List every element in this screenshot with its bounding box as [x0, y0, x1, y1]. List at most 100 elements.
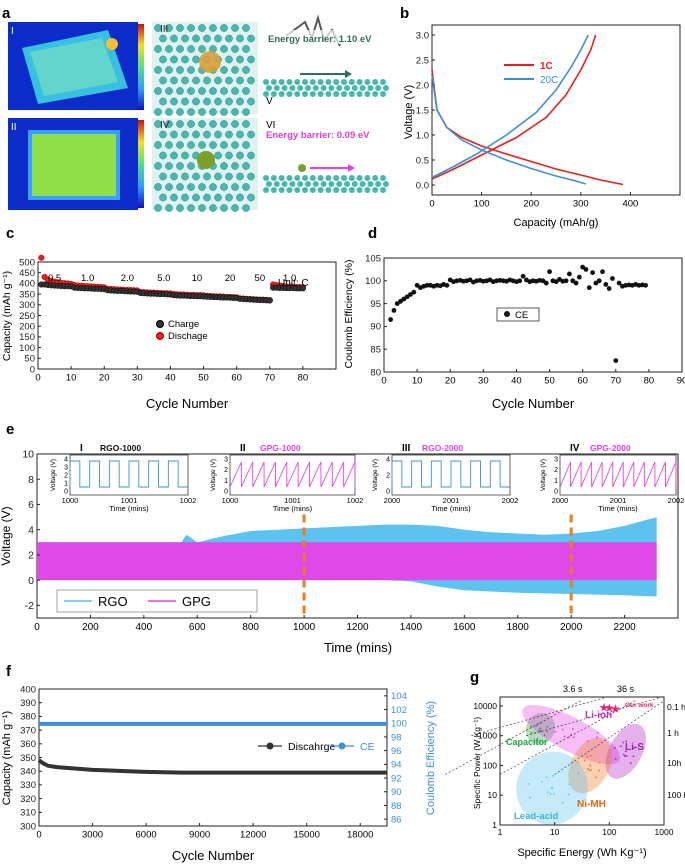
lattice-atom-1-7-0 — [159, 194, 166, 201]
side-atom-1-2-7 — [318, 187, 324, 193]
region-Ni-MH-dot-10 — [589, 765, 591, 767]
side-atom-1-0-14 — [372, 175, 378, 181]
e-xtick-label-6: 1200 — [346, 622, 369, 633]
lattice-atom-1-6-5 — [209, 183, 216, 190]
lattice-atom-1-2-0 — [154, 141, 161, 148]
lattice-atom-1-2-7 — [231, 141, 238, 148]
plot-g-ylabel: Specific Power (W Kg⁻¹) — [472, 717, 482, 810]
barrier-vi-text: Energy barrier: 0.09 eV — [266, 130, 370, 141]
lattice-atom-1-2-5 — [209, 141, 216, 148]
lattice-atom-1-4-0 — [154, 162, 161, 169]
b-xtick-label-1: 100 — [474, 199, 490, 210]
side-atom-0-2-7 — [318, 91, 324, 97]
inset-2-xlabel: Time (mins) — [431, 504, 471, 513]
inset-0-title: RGO-1000 — [100, 443, 141, 453]
sublabel-iv: IV — [160, 120, 170, 131]
inset-3-ytick-3: 3 — [554, 457, 558, 464]
d-ytick-label-5: 105 — [365, 253, 381, 264]
lattice-atom-1-1-5 — [214, 131, 221, 138]
f-xtick-label-0: 0 — [36, 830, 41, 841]
side-atom-1-2-13 — [364, 187, 370, 193]
inset-1-ytick-2: 2 — [224, 467, 228, 474]
b-ytick-label-3: 1.5 — [416, 105, 429, 116]
side-atom-0-2-13 — [364, 91, 370, 97]
region-capacitor-label: Capacitor — [506, 737, 548, 747]
d-ytick-label-2: 90 — [370, 322, 381, 333]
lattice-atom-1-8-8 — [242, 204, 249, 211]
region-Lead-acid-dot-1 — [547, 791, 549, 793]
c-ytick-label-2: 100 — [19, 343, 35, 354]
inset-2-xtick-2: 2002 — [502, 496, 519, 505]
side-atom-0-1-9 — [336, 85, 342, 91]
panel-e-label: e — [6, 421, 14, 438]
side-atom-0-2-11 — [349, 91, 355, 97]
point-d-54 — [567, 272, 572, 277]
lattice-atom-0-3-3 — [192, 56, 199, 63]
side-atom-1-2-5 — [302, 187, 308, 193]
inset-1-xtick-0: 1000 — [222, 496, 239, 505]
lattice-atom-1-6-0 — [154, 183, 161, 190]
heatmap-ii-sheet — [32, 134, 116, 196]
side-atom-1-1-7 — [321, 181, 327, 187]
point-d-77 — [643, 283, 648, 288]
lattice-atom-0-5-0 — [159, 77, 166, 84]
legend-20c-label: 20C — [540, 75, 558, 86]
g-ytick-label-4: 10000 — [473, 701, 497, 711]
side-atom-1-1-12 — [360, 181, 366, 187]
lattice-atom-0-7-5 — [214, 98, 221, 105]
point-d-7 — [411, 290, 416, 295]
lattice-atom-1-5-0 — [159, 173, 166, 180]
side-atom-1-2-15 — [380, 187, 386, 193]
line-f-Discahrge — [39, 760, 387, 772]
b-xtick-label-4: 400 — [622, 199, 638, 210]
region-Ni-MH-dot-13 — [599, 761, 601, 763]
side-atom-0-2-14 — [372, 91, 378, 97]
legend-1c-label: 1C — [540, 61, 553, 72]
e-ytick-label-5: 8 — [28, 474, 34, 486]
lattice-atom-1-3-2 — [181, 152, 188, 159]
g-xtick-label-1: 10 — [550, 827, 560, 837]
plot-b-legend: 1C 20C — [504, 61, 558, 86]
time-right-4: 100 h — [667, 790, 685, 800]
region-Lead-acid-dot-8 — [568, 794, 570, 796]
g-xtick-label-3: 1000 — [655, 827, 674, 837]
lattice-atom-0-4-8 — [242, 66, 249, 73]
lattice-atom-0-2-4 — [198, 45, 205, 52]
f-right-ytick-label-3: 92 — [391, 773, 402, 784]
lattice-atom-0-2-2 — [176, 45, 183, 52]
legend-discharge-f-marker — [267, 743, 274, 750]
side-atom-0-0-9 — [333, 79, 339, 85]
plot-f-xlabel: Cycle Number — [172, 848, 255, 863]
lattice-atom-1-7-2 — [181, 194, 188, 201]
side-atom-0-0-3 — [286, 79, 292, 85]
side-atom-1-0-1 — [271, 175, 277, 181]
point-d-56 — [574, 281, 579, 286]
side-atom-1-0-9 — [333, 175, 339, 181]
plot-f-ylabel-right: Coulomb Efficiency (%) — [425, 701, 437, 815]
legend-charge-marker — [157, 321, 164, 328]
region-Capacitor-dot-9 — [531, 732, 533, 734]
panel-d-label: d — [368, 225, 377, 242]
point-d-47 — [544, 281, 549, 286]
lattice-atom-0-7-3 — [192, 98, 199, 105]
region-Ni-MH-dot-11 — [590, 769, 592, 771]
lattice-atom-0-2-6 — [220, 45, 227, 52]
lattice-atom-1-1-3 — [192, 131, 199, 138]
side-atom-0-1-6 — [313, 85, 319, 91]
side-atom-1-0-7 — [318, 175, 324, 181]
inset-2-ytick-2: 4 — [386, 457, 390, 464]
lattice-atom-0-2-1 — [165, 45, 172, 52]
rate-label-0: 0.5 — [48, 273, 61, 284]
colorbar-1 — [138, 24, 144, 110]
side-atom-1-0-10 — [341, 175, 347, 181]
point-d-39 — [517, 278, 522, 283]
c-ytick-label-7: 350 — [19, 289, 35, 300]
side-atom-1-0-13 — [364, 175, 370, 181]
lattice-atom-0-0-2 — [176, 24, 183, 31]
barrier-v-text: Energy barrier: 1.10 eV — [268, 34, 372, 45]
rate-label-2: 2.0 — [121, 273, 134, 284]
region-lis-label: Li-S — [625, 742, 644, 753]
lattice-atom-0-5-7 — [236, 77, 243, 84]
panel-c-label: c — [6, 225, 14, 242]
rate-label-7: 1.0 — [283, 273, 296, 284]
